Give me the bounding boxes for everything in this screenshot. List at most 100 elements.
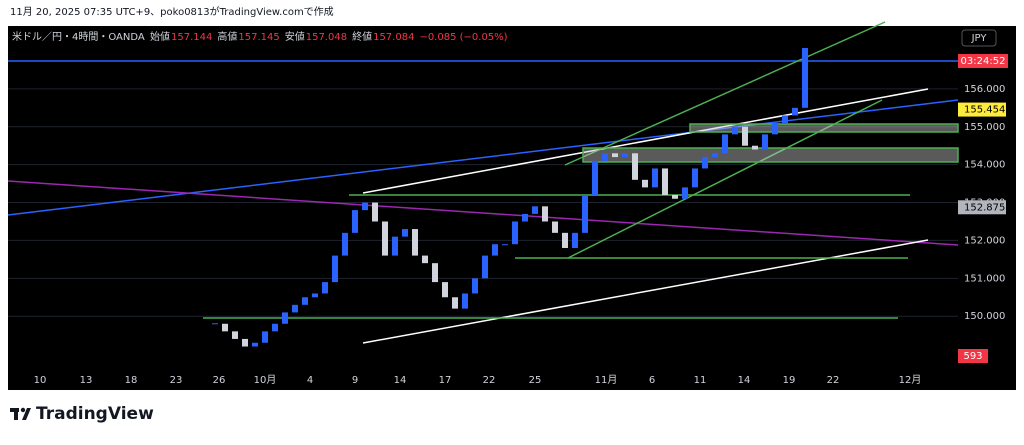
x-tick-label: 13 xyxy=(80,375,93,386)
ohlc-name: 高値 xyxy=(217,30,237,43)
price-label: 152.875 xyxy=(964,202,1005,213)
candle xyxy=(532,206,538,214)
candle xyxy=(412,229,418,256)
x-tick-label: 18 xyxy=(125,375,138,386)
candle xyxy=(792,107,798,116)
y-tick-label: 151.000 xyxy=(964,273,1005,284)
candle xyxy=(782,115,788,123)
chart-panel xyxy=(8,26,1016,390)
x-tick-label: 23 xyxy=(170,375,183,386)
x-tick-label: 22 xyxy=(827,375,840,386)
candle xyxy=(282,312,288,324)
candle xyxy=(472,278,478,294)
candle xyxy=(462,293,468,309)
trendline xyxy=(362,88,929,194)
ohlc-value: 157.048 xyxy=(306,32,347,43)
candle xyxy=(242,338,248,347)
candle xyxy=(722,134,728,154)
channel-line xyxy=(564,21,886,166)
countdown-box xyxy=(958,54,1008,68)
candle xyxy=(802,47,808,108)
candle xyxy=(662,168,668,195)
logo: TradingView xyxy=(36,404,154,424)
candle xyxy=(572,232,578,249)
candle xyxy=(442,282,448,298)
y-tick-label: 155.000 xyxy=(964,122,1005,133)
price-label-box xyxy=(958,200,1006,215)
y-tick-label: 152.000 xyxy=(964,235,1005,246)
candle xyxy=(402,229,408,237)
ohlc-name: 始値 xyxy=(150,30,170,43)
price-label-box xyxy=(958,102,1006,117)
candle xyxy=(592,160,598,195)
channel-line xyxy=(567,99,883,259)
y-tick-label: 150.000 xyxy=(964,311,1005,322)
candle xyxy=(632,153,638,180)
countdown: 03:24:52 xyxy=(961,56,1006,67)
x-tick-label: 4 xyxy=(307,375,313,386)
caption: 11月 20, 2025 07:35 UTC+9、poko0813がTradin… xyxy=(10,5,334,18)
candle xyxy=(732,126,738,135)
candle xyxy=(692,168,698,188)
candle xyxy=(212,323,218,325)
candle xyxy=(362,202,368,211)
drawings xyxy=(7,21,959,344)
candle xyxy=(502,244,508,246)
ohlc-legend: 始値 157.144 高値 157.145 安値 157.048 終値 157.084 −0.0… xyxy=(150,30,508,43)
candle xyxy=(332,255,338,283)
x-tick-label: 25 xyxy=(529,375,542,386)
x-tick-label: 19 xyxy=(783,375,796,386)
candle xyxy=(682,187,688,199)
candle xyxy=(392,236,398,256)
candle xyxy=(222,323,228,332)
x-tick-label: 10月 xyxy=(254,374,277,386)
change: −0.085 (−0.05%) xyxy=(419,32,507,43)
x-tick-label: 6 xyxy=(649,375,655,386)
candle xyxy=(492,244,498,256)
price-axis: 150.000151.000152.000153.000154.000155.0… xyxy=(958,84,1006,322)
candle xyxy=(642,179,648,188)
trendline xyxy=(7,99,959,216)
x-tick-label: 9 xyxy=(352,375,358,386)
candle xyxy=(482,255,488,279)
symbol: 米ドル／円・4時間・OANDA xyxy=(12,30,145,43)
candle xyxy=(302,297,308,305)
y-tick-label: 156.000 xyxy=(964,84,1005,95)
zone xyxy=(582,147,959,163)
candle xyxy=(432,263,438,283)
candle xyxy=(312,293,318,298)
candle xyxy=(352,210,358,233)
candle xyxy=(582,194,588,233)
trendline xyxy=(7,180,959,246)
candle xyxy=(712,153,718,158)
x-tick-label: 11 xyxy=(694,375,707,386)
candle xyxy=(342,232,348,256)
candle xyxy=(522,213,528,222)
ohlc-value: 157.145 xyxy=(238,32,279,43)
candle xyxy=(752,145,758,150)
x-tick-label: 14 xyxy=(394,375,407,386)
grid xyxy=(8,88,958,317)
candle xyxy=(772,122,778,135)
candle xyxy=(672,194,678,199)
currency-button[interactable] xyxy=(961,29,997,47)
ohlc-value: 157.144 xyxy=(171,32,212,43)
ohlc-value: 157.084 xyxy=(373,32,414,43)
candle xyxy=(322,282,328,294)
candles xyxy=(212,47,808,347)
candle xyxy=(422,255,428,264)
currency[interactable]: JPY xyxy=(971,33,988,44)
x-tick-label: 11月 xyxy=(595,374,618,386)
candle xyxy=(652,168,658,188)
logo-icon xyxy=(10,407,31,420)
time-axis: 10 13 18 23 26 10月 4 9 14 17 22 25 11月 6 11 14 19 22 12月 xyxy=(34,374,922,386)
x-tick-label: 17 xyxy=(439,375,452,386)
candle xyxy=(272,323,278,332)
candle xyxy=(552,221,558,233)
candle xyxy=(512,221,518,245)
candle xyxy=(612,153,618,158)
candle xyxy=(382,221,388,256)
candle xyxy=(602,153,608,161)
candle xyxy=(292,304,298,313)
